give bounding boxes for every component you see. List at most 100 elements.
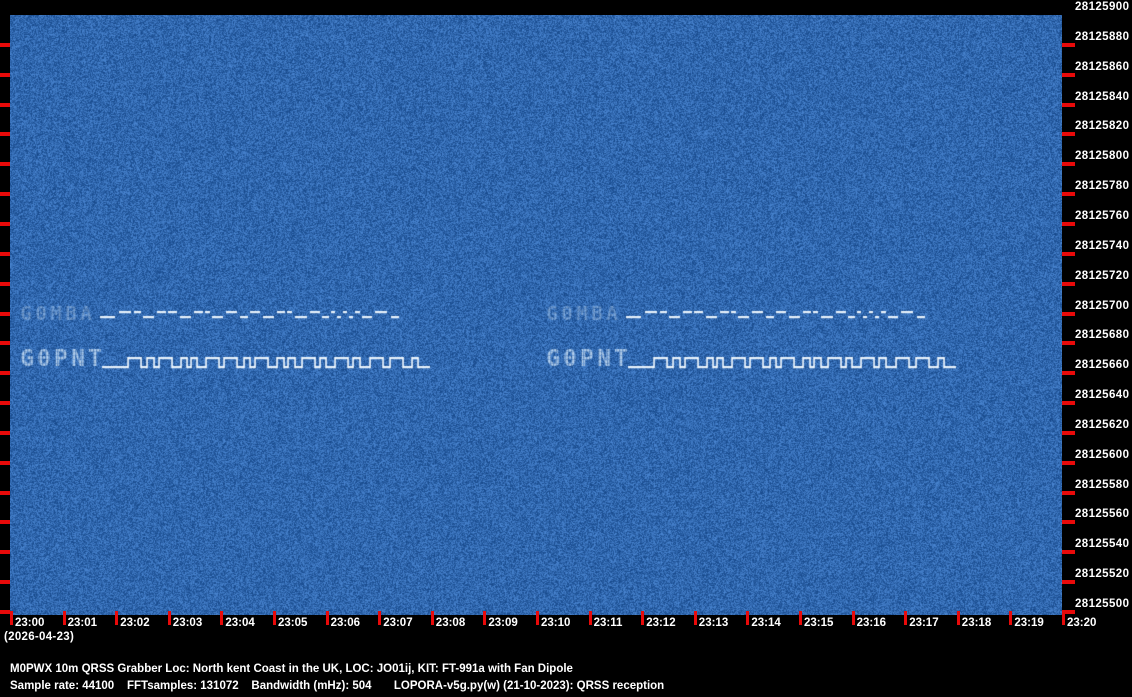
time-label: 23:14 xyxy=(751,617,780,629)
freq-tick-left xyxy=(0,162,10,166)
time-label: 23:15 xyxy=(804,617,833,629)
freq-tick xyxy=(1062,491,1075,495)
time-tick xyxy=(746,611,749,625)
freq-tick-left xyxy=(0,580,10,584)
qrss-grabber-screen: 28125900 28125880 28125860 28125840 28125820… xyxy=(0,0,1132,697)
settings-info-line: Sample rate: 44100 FFTsamples: 131072 Ba… xyxy=(10,680,664,692)
time-tick xyxy=(1062,611,1065,625)
freq-label: 28125540 xyxy=(1075,538,1131,550)
freq-label: 28125580 xyxy=(1075,479,1131,491)
freq-label: 28125660 xyxy=(1075,359,1131,371)
freq-label: 28125880 xyxy=(1075,31,1131,43)
time-tick xyxy=(10,611,13,625)
freq-tick xyxy=(1062,580,1075,584)
freq-tick-left xyxy=(0,520,10,524)
time-label: 23:04 xyxy=(225,617,254,629)
freq-label: 28125520 xyxy=(1075,568,1131,580)
freq-tick-left xyxy=(0,312,10,316)
freq-label: 28125560 xyxy=(1075,508,1131,520)
time-tick xyxy=(852,611,855,625)
time-label: 23:18 xyxy=(962,617,991,629)
time-label: 23:16 xyxy=(857,617,886,629)
freq-tick-left xyxy=(0,491,10,495)
freq-label: 28125860 xyxy=(1075,61,1131,73)
date-label: (2026-04-23) xyxy=(4,631,74,643)
time-tick xyxy=(273,611,276,625)
freq-tick-left xyxy=(0,550,10,554)
time-label: 23:09 xyxy=(488,617,517,629)
freq-tick-left xyxy=(0,132,10,136)
freq-tick-left xyxy=(0,461,10,465)
freq-tick-left xyxy=(0,431,10,435)
freq-tick xyxy=(1062,312,1075,316)
time-label: 23:02 xyxy=(120,617,149,629)
freq-tick xyxy=(1062,341,1075,345)
time-tick xyxy=(957,611,960,625)
time-label: 23:03 xyxy=(173,617,202,629)
time-tick xyxy=(904,611,907,625)
freq-tick xyxy=(1062,43,1075,47)
freq-tick xyxy=(1062,431,1075,435)
freq-tick xyxy=(1062,222,1075,226)
time-label: 23:06 xyxy=(331,617,360,629)
time-tick xyxy=(326,611,329,625)
time-tick xyxy=(589,611,592,625)
freq-label: 28125760 xyxy=(1075,210,1131,222)
freq-tick-left xyxy=(0,222,10,226)
freq-label: 28125800 xyxy=(1075,150,1131,162)
freq-tick xyxy=(1062,103,1075,107)
freq-label: 28125720 xyxy=(1075,270,1131,282)
time-tick xyxy=(168,611,171,625)
time-label: 23:08 xyxy=(436,617,465,629)
time-tick xyxy=(115,611,118,625)
freq-label: 28125620 xyxy=(1075,419,1131,431)
time-label: 23:13 xyxy=(699,617,728,629)
freq-tick xyxy=(1062,73,1075,77)
waterfall-spectrogram xyxy=(10,15,1062,615)
freq-tick-left xyxy=(0,282,10,286)
station-info-line: M0PWX 10m QRSS Grabber Loc: North kent C… xyxy=(10,663,573,675)
time-tick xyxy=(220,611,223,625)
freq-tick-left xyxy=(0,43,10,47)
time-label: 23:17 xyxy=(909,617,938,629)
freq-label: 28125820 xyxy=(1075,120,1131,132)
freq-tick xyxy=(1062,550,1075,554)
time-label: 23:00 xyxy=(15,617,44,629)
freq-label: 28125780 xyxy=(1075,180,1131,192)
time-tick xyxy=(799,611,802,625)
freq-tick xyxy=(1062,132,1075,136)
time-label: 23:12 xyxy=(646,617,675,629)
time-label: 23:10 xyxy=(541,617,570,629)
time-label: 23:07 xyxy=(383,617,412,629)
freq-tick xyxy=(1062,282,1075,286)
freq-tick xyxy=(1062,192,1075,196)
time-tick xyxy=(63,611,66,625)
freq-tick xyxy=(1062,162,1075,166)
freq-label: 28125900 xyxy=(1075,1,1131,13)
freq-tick-left xyxy=(0,610,10,614)
freq-tick-left xyxy=(0,371,10,375)
freq-label: 28125500 xyxy=(1075,598,1131,610)
freq-tick xyxy=(1062,520,1075,524)
freq-tick-left xyxy=(0,103,10,107)
time-label: 23:19 xyxy=(1014,617,1043,629)
freq-tick-left xyxy=(0,341,10,345)
freq-tick-left xyxy=(0,192,10,196)
freq-label: 28125840 xyxy=(1075,91,1131,103)
time-tick xyxy=(694,611,697,625)
time-tick xyxy=(1009,611,1012,625)
freq-label: 28125680 xyxy=(1075,329,1131,341)
time-tick xyxy=(641,611,644,625)
time-tick xyxy=(483,611,486,625)
time-tick xyxy=(431,611,434,625)
freq-label: 28125600 xyxy=(1075,449,1131,461)
freq-tick xyxy=(1062,252,1075,256)
freq-tick-left xyxy=(0,73,10,77)
time-label: 23:11 xyxy=(594,617,623,629)
freq-tick xyxy=(1062,401,1075,405)
time-label: 23:05 xyxy=(278,617,307,629)
time-tick xyxy=(378,611,381,625)
freq-label: 28125740 xyxy=(1075,240,1131,252)
freq-tick-left xyxy=(0,401,10,405)
time-tick xyxy=(536,611,539,625)
